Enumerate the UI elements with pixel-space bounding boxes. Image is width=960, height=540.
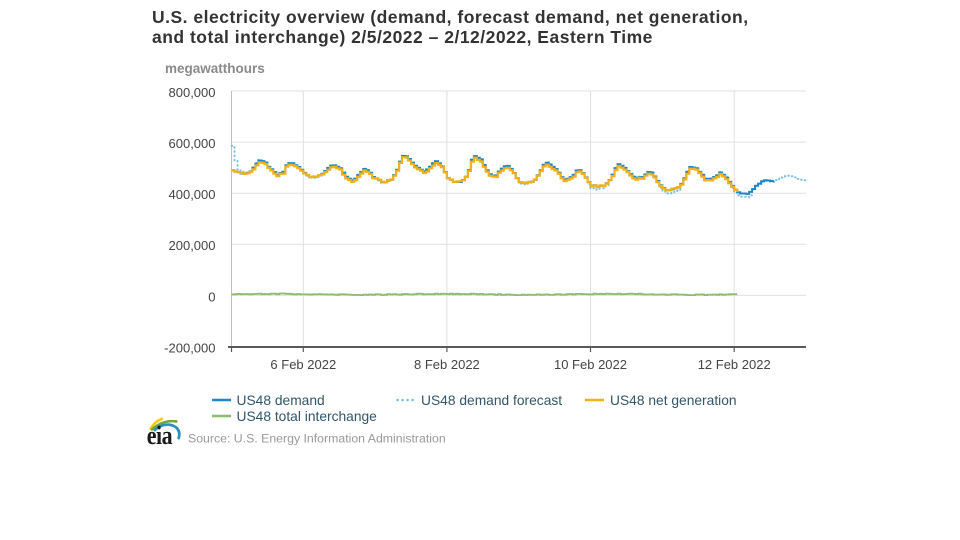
svg-text:eia: eia	[147, 421, 173, 450]
svg-text:800,000: 800,000	[169, 85, 216, 100]
svg-text:US48 total interchange: US48 total interchange	[237, 409, 378, 424]
svg-text:0: 0	[208, 289, 215, 304]
svg-text:US48 net generation: US48 net generation	[610, 393, 737, 408]
svg-text:US48 demand forecast: US48 demand forecast	[421, 393, 562, 408]
svg-text:-200,000: -200,000	[164, 340, 215, 355]
svg-text:200,000: 200,000	[169, 238, 216, 253]
svg-text:Source: U.S. Energy Informatio: Source: U.S. Energy Information Administ…	[188, 432, 446, 446]
svg-text:600,000: 600,000	[169, 136, 216, 151]
svg-text:400,000: 400,000	[169, 187, 216, 202]
svg-text:US48 demand: US48 demand	[237, 393, 325, 408]
svg-text:8 Feb 2022: 8 Feb 2022	[414, 357, 480, 372]
svg-text:6 Feb 2022: 6 Feb 2022	[270, 357, 336, 372]
svg-text:12 Feb 2022: 12 Feb 2022	[698, 357, 771, 372]
svg-text:10 Feb 2022: 10 Feb 2022	[554, 357, 627, 372]
